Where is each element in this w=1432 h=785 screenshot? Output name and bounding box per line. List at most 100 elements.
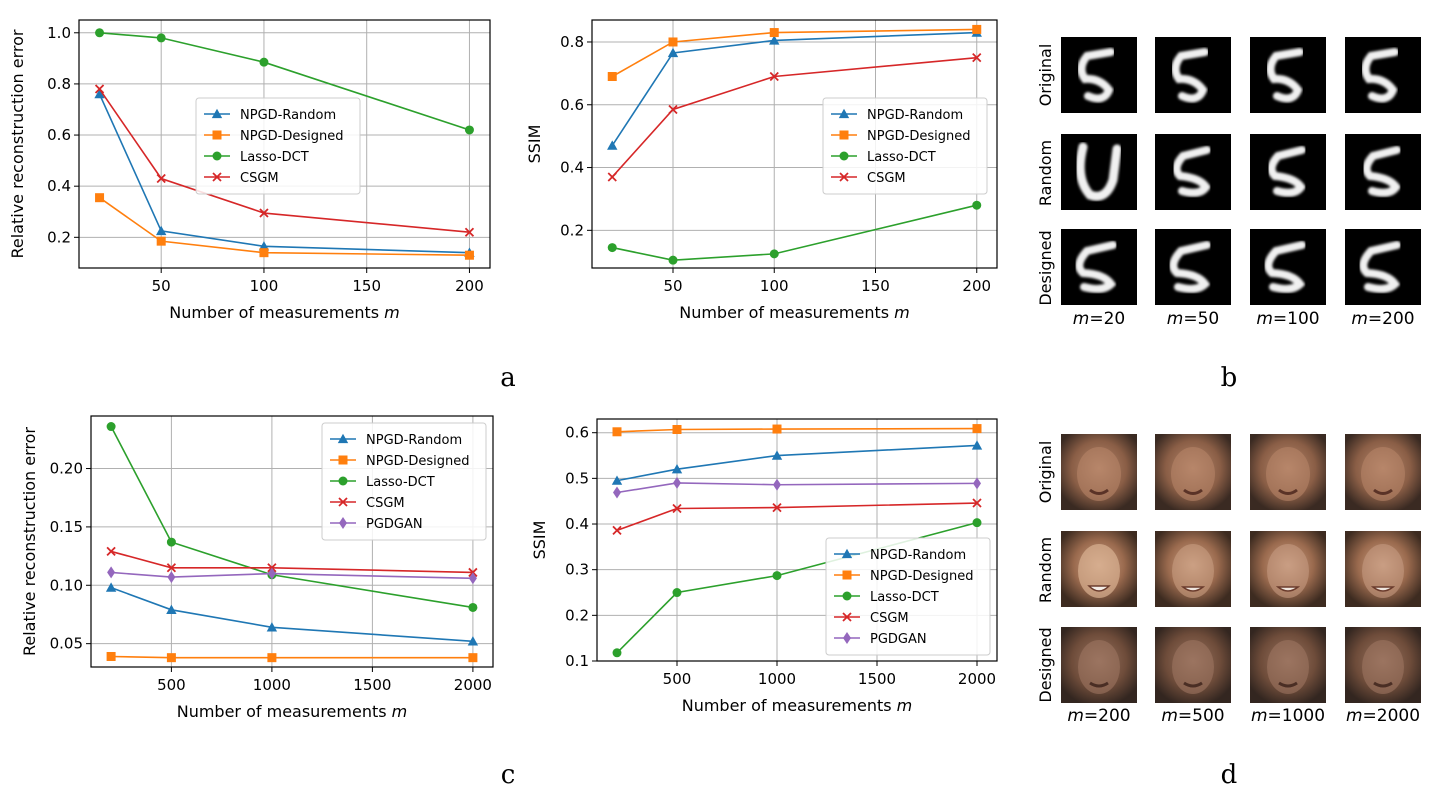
grid-d-col-label-m500: m=500	[1161, 706, 1224, 726]
chart-a2-ytick-label-2: 0.6	[560, 96, 584, 114]
chart-a1-point-CSGM-2-stroke2	[259, 208, 269, 218]
chart-c1-legend-label-NPGD-Designed: NPGD-Designed	[366, 454, 469, 469]
chart-c2-point-PGDGAN-1	[673, 476, 681, 489]
chart-c1-legend-label-NPGD-Random: NPGD-Random	[366, 433, 462, 448]
chart-a1-xlabel: Number of measurements m	[169, 303, 400, 322]
chart-c1-line-NPGD-Designed	[111, 655, 473, 659]
chart-a1-legend-marker-NPGD-Designed	[212, 130, 222, 140]
chart-c2-point-Lasso-DCT-2	[772, 571, 782, 581]
chart-c1-legend-marker-CSGM-stroke2	[338, 497, 348, 507]
chart-a2-point-CSGM-2	[769, 71, 779, 82]
chart-a1-legend-marker-NPGD-Random	[211, 108, 223, 119]
chart-a2-point-NPGD-Designed-3	[972, 24, 982, 34]
chart-c1: 500 1000 1500 2000 0.05 0.10 0.15 0.20 Number of…	[20, 415, 494, 721]
chart-a2-legend-label-Lasso-DCT: Lasso-DCT	[867, 150, 936, 165]
chart-a2: 50 100 150 200 0.2 0.4 0.6 0.8 Number of measure…	[525, 19, 998, 322]
chart-c1-point-NPGD-Random-3	[467, 636, 479, 646]
chart-c2-legend-marker-CSGM-stroke2	[842, 612, 852, 622]
grid-b-row-label-designed: Designed	[1036, 230, 1055, 305]
chart-a2-legend-label-NPGD-Designed: NPGD-Designed	[867, 129, 970, 144]
face-image-designed-m500	[1155, 627, 1231, 703]
chart-c2-point-CSGM-0	[612, 525, 622, 536]
digit-image-random-m200	[1345, 134, 1421, 210]
chart-a1-legend-label-CSGM: CSGM	[240, 171, 279, 186]
chart-a1-legend-marker-Lasso-DCT	[212, 151, 222, 161]
chart-c1-point-NPGD-Random-0	[105, 582, 117, 592]
chart-a1-point-NPGD-Designed-0	[95, 193, 105, 203]
grid-b-col-var-m50: m	[1167, 309, 1184, 329]
face-image-designed-m1000	[1250, 627, 1326, 703]
chart-c1-legend-label-CSGM: CSGM	[366, 496, 405, 511]
chart-c2-xtick-label-1: 1000	[758, 670, 796, 688]
chart-c1-legend-marker-NPGD-Random	[337, 433, 349, 444]
chart-a1-point-NPGD-Designed-2	[259, 248, 269, 258]
chart-c2-point-NPGD-Random-3	[971, 440, 983, 450]
chart-a1-line-NPGD-Designed	[99, 197, 470, 257]
chart-c2-legend-marker-Lasso-DCT	[842, 591, 852, 601]
chart-c2-line-CSGM	[616, 502, 978, 532]
chart-c1-ytick-label-3: 0.20	[50, 460, 83, 478]
face-image-designed-m2000	[1345, 627, 1421, 703]
grid-b-col-var-m20: m	[1073, 309, 1090, 329]
chart-a2-xlabel-var: m	[894, 303, 910, 322]
image-grid-d: Original Random Designed m=200 m=500 m=1…	[1036, 434, 1421, 726]
chart-c2-line-PGDGAN	[616, 482, 978, 494]
face-image-random-m1000	[1250, 531, 1326, 607]
chart-a2-point-CSGM-3	[972, 53, 982, 63]
face-image-original-m2000	[1345, 434, 1421, 510]
chart-a2-line-NPGD-Random	[611, 31, 977, 147]
chart-c1-point-Lasso-DCT-3	[468, 602, 478, 612]
grid-d-col-eq-m2000: =	[1363, 706, 1377, 726]
chart-a2-ytick-label-0: 0.2	[560, 221, 584, 239]
face-image-original-m200	[1061, 434, 1137, 510]
chart-c2-ytick-label-4: 0.5	[565, 469, 589, 487]
chart-c1-point-PGDGAN-0	[107, 566, 116, 579]
chart-c2: 500 1000 1500 2000 0.1 0.2 0.3 0.4 0.5 0.6 Number …	[530, 418, 998, 715]
grid-b-col-val-m50: 50	[1198, 309, 1220, 329]
chart-a1-legend-label-NPGD-Designed: NPGD-Designed	[240, 129, 343, 144]
chart-a1-legend: NPGD-Random NPGD-Designed Lasso-DCT CSGM	[195, 97, 361, 195]
chart-a1-ytick-label-4: 1.0	[47, 24, 71, 42]
digit-image-designed-m100	[1250, 229, 1326, 305]
chart-c2-legend-label-Lasso-DCT: Lasso-DCT	[870, 590, 939, 605]
chart-a2-point-CSGM-1-stroke2	[668, 104, 678, 115]
chart-a2-point-NPGD-Designed-1	[668, 37, 678, 47]
chart-a1-point-CSGM-0	[94, 84, 105, 94]
chart-a2-point-CSGM-1	[668, 104, 678, 115]
grid-b-col-val-m200: 200	[1382, 309, 1414, 329]
chart-a2-xtick-label-0: 50	[663, 277, 682, 295]
chart-c1-point-CSGM-1-stroke2	[166, 563, 177, 573]
chart-c2-ytick-label-3: 0.4	[565, 515, 589, 533]
chart-c1-xlabel: Number of measurements m	[177, 702, 408, 721]
chart-a1-point-CSGM-1	[156, 173, 166, 184]
chart-a2-legend-label-CSGM: CSGM	[867, 171, 906, 186]
chart-a1: 50 100 150 200 0.2 0.4 0.6 0.8 1.0 Number of meas…	[8, 19, 491, 322]
chart-a2-xtick-label-3: 200	[962, 277, 991, 295]
chart-a2-line-Lasso-DCT	[612, 204, 977, 261]
chart-a1-ytick-label-3: 0.8	[47, 75, 71, 93]
chart-c1-xtick-label-1: 1000	[253, 676, 291, 694]
chart-a1-xlabel-var: m	[384, 303, 400, 322]
chart-a2-legend-marker-Lasso-DCT	[839, 151, 849, 161]
grid-d-col-label-m200: m=200	[1067, 706, 1130, 726]
chart-a2-point-NPGD-Random-1	[667, 47, 679, 58]
digit-image-original-m200	[1345, 37, 1421, 113]
chart-c2-line-NPGD-Designed	[616, 427, 978, 433]
chart-c1-line-PGDGAN	[111, 571, 473, 580]
chart-a1-point-CSGM-2	[259, 208, 269, 218]
chart-c2-point-CSGM-1-stroke2	[672, 503, 682, 514]
grid-d-col-var-m500: m	[1161, 706, 1178, 726]
grid-d-col-val-m200: 200	[1098, 706, 1130, 726]
image-grid-b: Original Random Designed m=20 m=50 m=100…	[1036, 37, 1421, 329]
chart-c1-line-Lasso-DCT	[110, 426, 474, 609]
chart-a1-ytick-label-1: 0.4	[47, 177, 71, 195]
chart-a1-point-Lasso-DCT-1	[156, 33, 166, 43]
chart-c1-xlabel-var: m	[392, 702, 408, 721]
chart-c1-point-PGDGAN-1	[167, 571, 176, 584]
chart-c1-point-Lasso-DCT-0	[106, 422, 116, 432]
chart-c2-point-NPGD-Designed-0	[612, 427, 622, 437]
chart-a1-point-CSGM-1-stroke2	[156, 173, 166, 184]
chart-c1-legend: NPGD-Random NPGD-Designed Lasso-DCT CSGM PGD…	[321, 422, 487, 541]
chart-c2-ytick-label-5: 0.6	[565, 424, 589, 442]
chart-c2-legend-label-PGDGAN: PGDGAN	[870, 632, 927, 647]
